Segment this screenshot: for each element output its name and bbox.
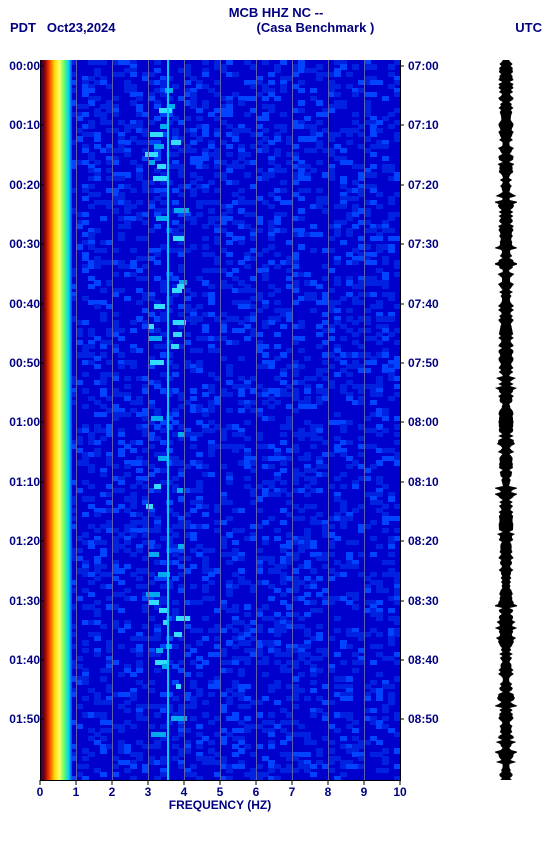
x-tick-label: 3 bbox=[145, 785, 152, 799]
y-tick-left-label: 01:30 bbox=[9, 594, 40, 608]
x-tick-label: 4 bbox=[181, 785, 188, 799]
waveform-sidebar bbox=[495, 60, 517, 780]
y-tick-left-label: 00:50 bbox=[9, 356, 40, 370]
gridline bbox=[76, 60, 77, 780]
x-tick-label: 7 bbox=[289, 785, 296, 799]
y-tick-right-label: 07:40 bbox=[408, 297, 439, 311]
x-tick-label: 0 bbox=[37, 785, 44, 799]
gridline bbox=[184, 60, 185, 780]
station-title: MCB HHZ NC -- bbox=[0, 5, 552, 20]
x-axis-label: FREQUENCY (HZ) bbox=[40, 798, 400, 812]
y-tick-right-label: 07:30 bbox=[408, 237, 439, 251]
spectrogram-canvas bbox=[40, 60, 400, 780]
y-tick-left-label: 00:30 bbox=[9, 237, 40, 251]
y-tick-right-label: 07:50 bbox=[408, 356, 439, 370]
header-meta: PDT Oct23,2024 (Casa Benchmark ) UTC bbox=[0, 20, 552, 35]
y-tick-left-label: 00:20 bbox=[9, 178, 40, 192]
y-tick-right-label: 08:00 bbox=[408, 415, 439, 429]
gridline bbox=[328, 60, 329, 780]
y-tick-right-label: 08:50 bbox=[408, 712, 439, 726]
y-axis-left: 00:00 00:10 00:20 00:30 00:40 00:50 01:00 01:10… bbox=[0, 60, 40, 780]
date-label: Oct23,2024 bbox=[47, 20, 116, 35]
x-tick-label: 10 bbox=[393, 785, 406, 799]
y-tick-left-label: 01:20 bbox=[9, 534, 40, 548]
y-tick-right-label: 08:20 bbox=[408, 534, 439, 548]
spectral-feature-line bbox=[167, 60, 169, 780]
y-tick-left-label: 01:10 bbox=[9, 475, 40, 489]
x-tick-label: 2 bbox=[109, 785, 116, 799]
gridline bbox=[256, 60, 257, 780]
x-tick-label: 8 bbox=[325, 785, 332, 799]
y-axis-right: 07:00 07:10 07:20 07:30 07:40 07:50 08:00 08:10… bbox=[400, 60, 460, 780]
y-tick-right-label: 08:40 bbox=[408, 653, 439, 667]
chart-header: MCB HHZ NC -- PDT Oct23,2024 (Casa Bench… bbox=[0, 5, 552, 35]
gridline bbox=[112, 60, 113, 780]
gridline bbox=[148, 60, 149, 780]
gridline bbox=[364, 60, 365, 780]
location-label: (Casa Benchmark ) bbox=[257, 20, 375, 35]
x-tick-label: 5 bbox=[217, 785, 224, 799]
tz-right-label: UTC bbox=[515, 20, 542, 35]
y-tick-left-label: 01:40 bbox=[9, 653, 40, 667]
spectrogram-plot bbox=[40, 60, 400, 780]
y-tick-left-label: 00:40 bbox=[9, 297, 40, 311]
x-tick-label: 1 bbox=[73, 785, 80, 799]
y-tick-right-label: 07:00 bbox=[408, 59, 439, 73]
gridline bbox=[220, 60, 221, 780]
x-tick-label: 9 bbox=[361, 785, 368, 799]
y-tick-left-label: 01:00 bbox=[9, 415, 40, 429]
y-tick-right-label: 07:20 bbox=[408, 178, 439, 192]
y-tick-right-label: 07:10 bbox=[408, 118, 439, 132]
y-tick-right-label: 08:30 bbox=[408, 594, 439, 608]
x-tick-label: 6 bbox=[253, 785, 260, 799]
tz-left-label: PDT bbox=[10, 20, 36, 35]
gridline bbox=[292, 60, 293, 780]
y-tick-left-label: 00:00 bbox=[9, 59, 40, 73]
y-tick-right-label: 08:10 bbox=[408, 475, 439, 489]
y-tick-left-label: 01:50 bbox=[9, 712, 40, 726]
y-tick-left-label: 00:10 bbox=[9, 118, 40, 132]
